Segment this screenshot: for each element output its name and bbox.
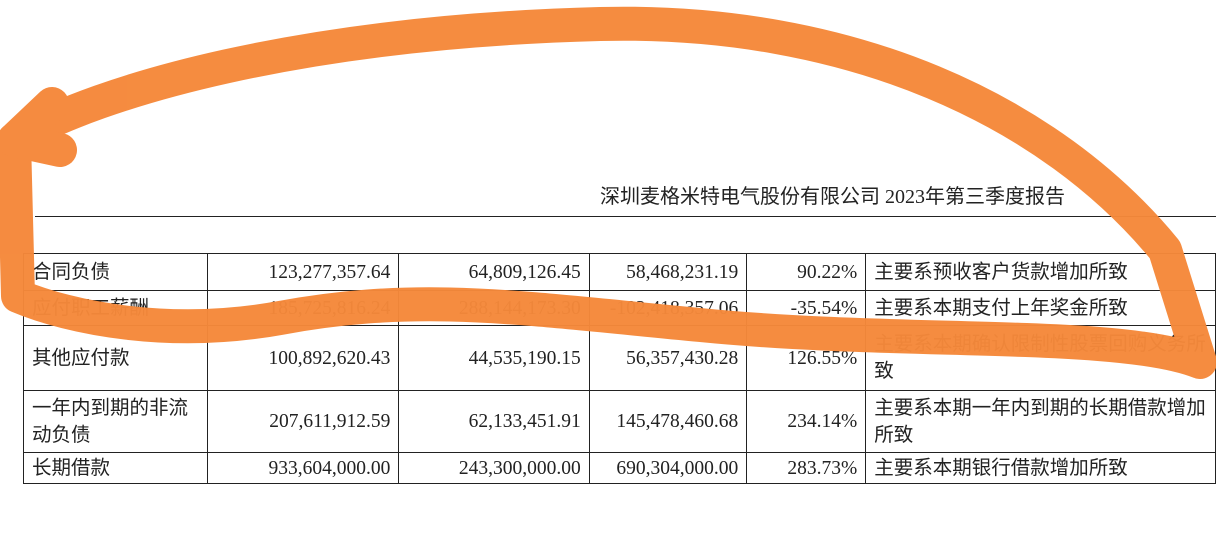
table-row: 一年内到期的非流动负债 207,611,912.59 62,133,451.91 14…	[22, 390, 1216, 453]
change-rate: -35.54%	[746, 290, 867, 326]
prior-balance: 44,535,190.15	[398, 325, 590, 391]
change-reason: 主要系本期支付上年奖金所致	[865, 290, 1216, 326]
prior-balance: 62,133,451.91	[398, 390, 590, 453]
item-name: 合同负债	[22, 253, 209, 291]
change-amount: 56,357,430.28	[588, 325, 748, 391]
current-balance: 100,892,620.43	[207, 325, 400, 391]
table-row: 应付职工薪酬 185,725,816.24 288,144,173.30 -102,4…	[22, 290, 1216, 326]
prior-balance: 288,144,173.30	[398, 290, 590, 326]
current-balance: 123,277,357.64	[207, 253, 400, 291]
change-reason: 主要系预收客户货款增加所致	[865, 253, 1216, 291]
item-name: 其他应付款	[22, 325, 209, 391]
table-row: 其他应付款 100,892,620.43 44,535,190.15 56,357,4…	[22, 325, 1216, 391]
change-amount: -102,418,357.06	[588, 290, 748, 326]
change-amount: 58,468,231.19	[588, 253, 748, 291]
change-reason: 主要系本期确认限制性股票回购义务所致	[865, 325, 1216, 391]
change-amount: 145,478,460.68	[588, 390, 748, 453]
current-balance: 207,611,912.59	[207, 390, 400, 453]
current-balance: 185,725,816.24	[207, 290, 400, 326]
prior-balance: 64,809,126.45	[398, 253, 590, 291]
change-rate: 283.73%	[746, 452, 867, 484]
change-rate: 90.22%	[746, 253, 867, 291]
table-row: 长期借款 933,604,000.00 243,300,000.00 690,304,…	[22, 452, 1216, 484]
change-amount: 690,304,000.00	[588, 452, 748, 484]
change-reason: 主要系本期银行借款增加所致	[865, 452, 1216, 484]
liability-table: 合同负债 123,277,357.64 64,809,126.45 58,468,23…	[22, 253, 1216, 484]
item-name: 一年内到期的非流动负债	[22, 390, 209, 453]
header-rule	[35, 216, 1216, 217]
report-header: 深圳麦格米特电气股份有限公司 2023年第三季度报告	[600, 186, 1065, 208]
table-row: 合同负债 123,277,357.64 64,809,126.45 58,468,23…	[22, 253, 1216, 291]
item-name: 应付职工薪酬	[22, 290, 209, 326]
change-rate: 126.55%	[746, 325, 867, 391]
current-balance: 933,604,000.00	[207, 452, 400, 484]
scribble-arrow	[0, 87, 77, 167]
change-reason: 主要系本期一年内到期的长期借款增加所致	[865, 390, 1216, 453]
item-name: 长期借款	[22, 452, 209, 484]
change-rate: 234.14%	[746, 390, 867, 453]
prior-balance: 243,300,000.00	[398, 452, 590, 484]
